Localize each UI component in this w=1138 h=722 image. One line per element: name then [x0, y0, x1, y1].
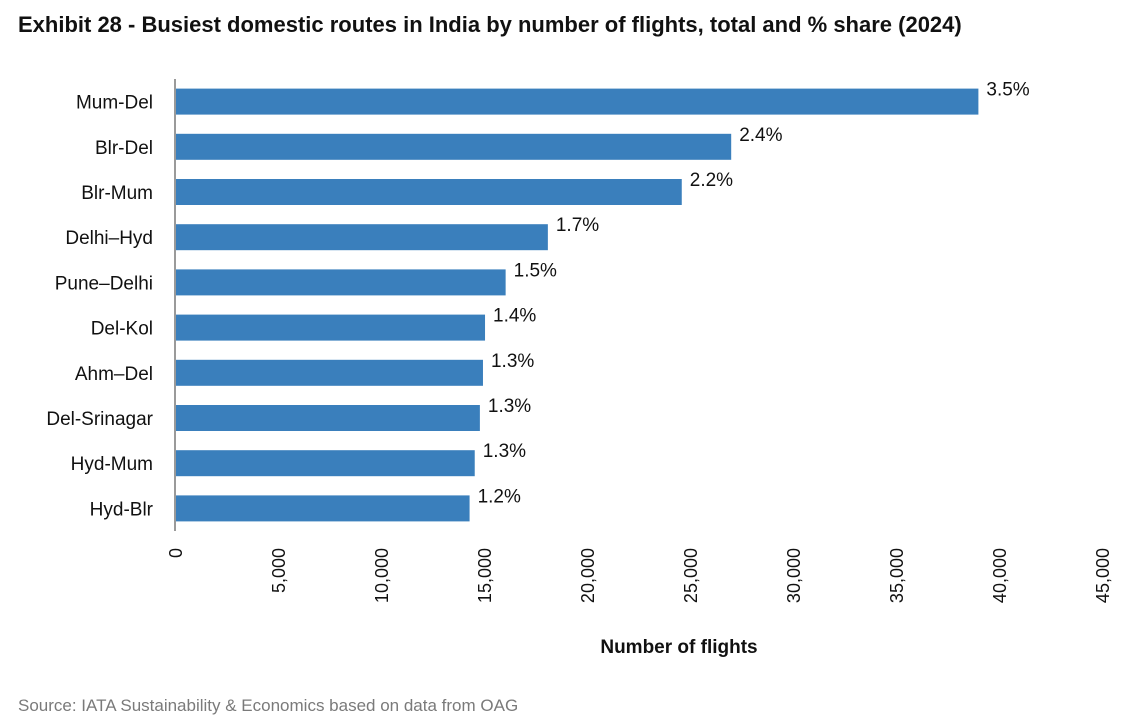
category-label: Delhi–Hyd — [65, 228, 153, 249]
data-label: 1.4% — [493, 306, 536, 327]
bar-7 — [175, 405, 480, 431]
x-tick-label: 45,000 — [1093, 548, 1113, 603]
data-label: 2.2% — [690, 170, 733, 191]
category-label: Del-Srinagar — [46, 409, 153, 430]
data-label: 1.3% — [483, 441, 526, 462]
bar-8 — [175, 450, 475, 477]
bar-6 — [175, 359, 483, 386]
bar-chart: Mum-Del Blr-Del Blr-Mum Delhi–Hyd Pune–Delhi… — [46, 79, 1113, 658]
category-labels: Mum-Del Blr-Del Blr-Mum Delhi–Hyd Pune–Delhi… — [46, 93, 153, 521]
bar-3 — [175, 224, 548, 251]
category-label: Del-Kol — [91, 319, 153, 340]
category-label: Pune–Delhi — [55, 273, 153, 294]
category-label: Hyd-Blr — [90, 499, 154, 520]
x-axis-title: Number of flights — [600, 637, 757, 658]
bar-5 — [175, 314, 486, 341]
x-tick-label: 15,000 — [475, 548, 495, 603]
data-label: 1.5% — [514, 260, 557, 281]
x-tick-label: 25,000 — [681, 548, 701, 603]
x-tick-label: 35,000 — [887, 548, 907, 603]
x-tick-label: 40,000 — [990, 548, 1010, 603]
bar-9 — [175, 495, 470, 522]
x-tick-label: 30,000 — [784, 548, 804, 603]
data-label: 1.3% — [488, 396, 531, 417]
data-label: 1.2% — [478, 486, 521, 507]
x-tick-labels: 0 5,000 10,000 15,000 20,000 25,000 30,000 35,0… — [166, 548, 1113, 603]
x-tick-label: 20,000 — [578, 548, 598, 603]
category-label: Mum-Del — [76, 93, 153, 114]
data-label: 1.3% — [491, 351, 534, 372]
chart-title: Exhibit 28 - Busiest domestic routes in … — [18, 12, 962, 37]
data-label: 2.4% — [739, 125, 782, 146]
value-labels: 3.5% 2.4% 2.2% 1.7% 1.5% 1.4% 1.3% 1.3% 1.3% 1.2% — [478, 80, 1030, 508]
category-label: Hyd-Mum — [71, 454, 153, 475]
category-label: Ahm–Del — [75, 364, 153, 385]
bar-4 — [175, 269, 506, 296]
bar-0 — [175, 88, 979, 115]
category-label: Blr-Mum — [81, 183, 153, 204]
x-tick-label: 5,000 — [269, 548, 289, 593]
category-label: Blr-Del — [95, 138, 153, 159]
x-tick-label: 10,000 — [372, 548, 392, 603]
data-label: 3.5% — [986, 80, 1029, 101]
bar-2 — [175, 179, 682, 205]
data-label: 1.7% — [556, 215, 599, 236]
x-tick-label: 0 — [166, 548, 186, 558]
bar-1 — [175, 133, 732, 160]
source-note: Source: IATA Sustainability & Economics … — [18, 696, 519, 715]
bar-group — [175, 88, 979, 522]
